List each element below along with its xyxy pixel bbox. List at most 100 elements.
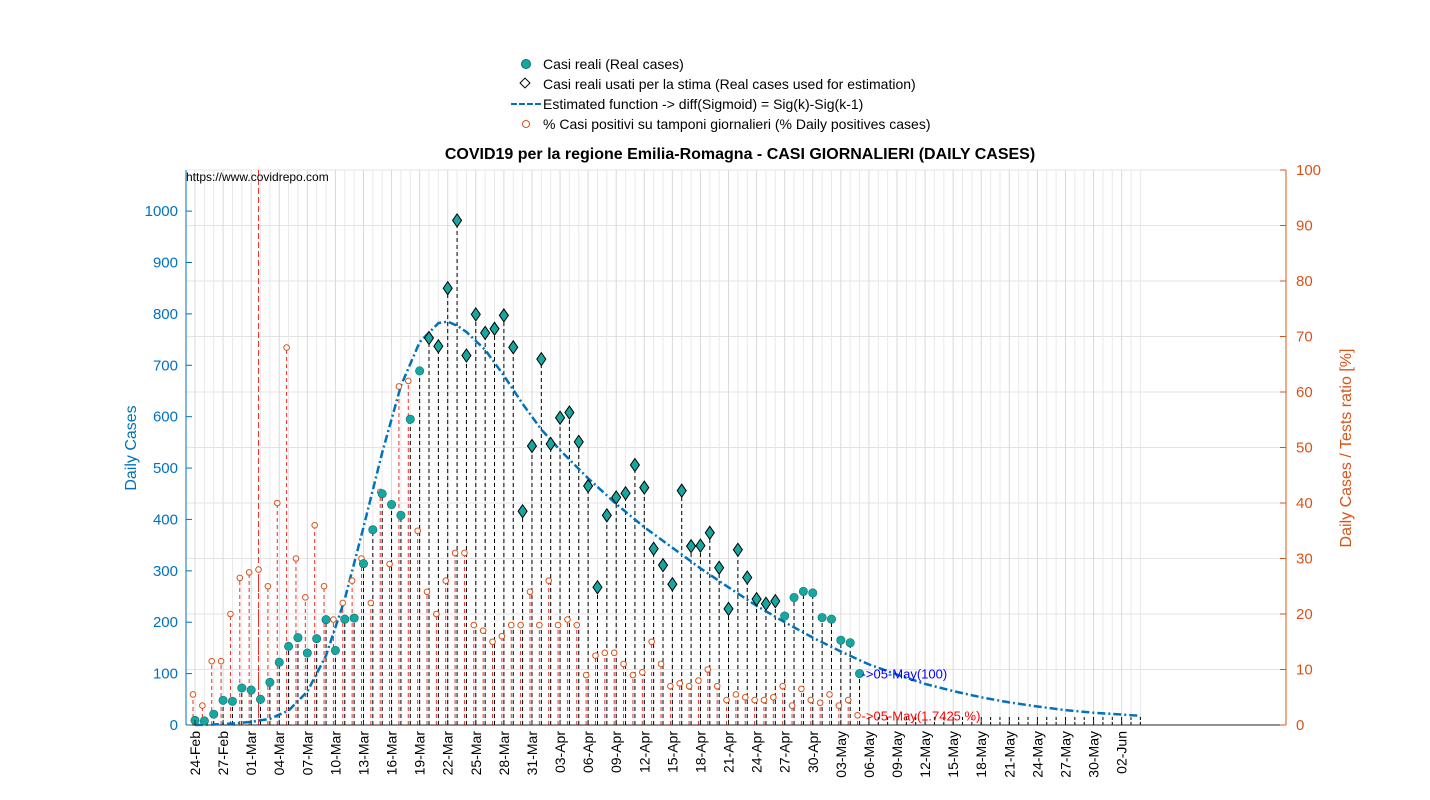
real-case-point [218,695,228,705]
ratio-point [629,671,637,679]
left-axis-tick-label: 600 [153,409,178,426]
real-case-point [227,696,237,706]
ratio-point [779,682,786,690]
right-axis-tick-label: 60 [1296,384,1313,401]
real-case-point [256,694,266,704]
real-case-point [340,614,350,624]
x-axis-tick-label: 03-May [833,731,849,778]
estimation-case-point [526,438,538,454]
x-axis-tick-label: 04-Mar [271,731,287,776]
estimation-case-point [760,596,772,612]
ratio-point [217,657,225,665]
ratio-point [245,569,253,576]
annotation-last-ratio: ->05-May(1.7425 %) [862,708,981,723]
ratio-point [404,377,412,385]
x-axis-tick-label: 02-Jun [1114,731,1130,774]
estimation-case-point [648,541,659,557]
ratio-point [741,693,749,701]
ratio-point [283,344,290,351]
x-axis-tick-label: 01-Mar [243,731,259,776]
estimation-case-point [611,489,622,505]
legend-item-real-cases: Casi reali (Real cases) [509,54,979,74]
ratio-point [695,677,702,684]
estimation-case-point [639,480,650,495]
left-axis-tick-label: 900 [153,255,178,272]
left-axis-tick-label: 200 [153,614,178,631]
ratio-point [498,632,506,640]
ratio-point [536,621,543,629]
circle-icon [509,114,541,134]
estimation-case-point [433,338,444,354]
ratio-point [723,696,730,704]
ratio-point [751,696,758,704]
left-axis-tick-label: 400 [153,511,178,528]
x-axis-tick-label: 21-Apr [721,731,737,773]
x-axis-tick-label: 15-May [945,731,961,778]
ratio-point [732,691,740,698]
estimation-case-point [742,570,753,585]
real-case-point [780,611,790,621]
real-case-point [284,641,294,651]
left-axis-tick-label: 300 [153,563,178,580]
ratio-point [835,702,843,709]
estimation-case-point [751,591,762,607]
estimation-case-point [723,601,734,617]
y-axis-label-left: Daily Cases [123,405,140,490]
ratio-point [311,521,318,529]
ratio-point [667,682,674,690]
estimation-case-point [508,339,519,355]
ratio-point [545,577,552,585]
x-axis-tick-label: 21-May [1001,731,1017,778]
right-axis-tick-label: 100 [1296,162,1321,179]
real-case-point [387,500,397,510]
estimation-case-point [620,485,631,501]
x-axis-tick-label: 28-Mar [496,731,512,776]
ratio-point [433,610,440,618]
real-case-point [368,525,378,535]
real-case-point [358,559,368,569]
ratio-point [554,621,562,629]
estimated-function-line [194,320,1141,727]
x-axis-tick-label: 09-May [889,731,905,778]
right-axis-tick-label: 30 [1296,551,1313,568]
x-axis-tick-label: 06-May [861,731,877,778]
ratio-point [704,666,712,673]
real-case-point [237,683,247,693]
real-case-point [396,510,406,520]
estimation-case-point [592,579,603,595]
real-case-point [415,366,425,376]
left-axis-tick-label: 0 [170,717,178,734]
x-axis-tick-label: 15-Apr [664,731,680,773]
x-axis-tick-label: 10-Mar [327,731,343,776]
left-axis-tick-label: 800 [153,306,178,323]
legend-item-estimation-cases: Casi reali usati per la stima (Real case… [509,74,979,94]
real-case-point [808,588,818,598]
ratio-point [816,699,824,707]
ratio-point [320,582,328,590]
ratio-point [517,621,524,629]
real-case-point [330,645,340,655]
dashed-line-icon [509,94,541,114]
points-layer [189,212,865,726]
ratio-point [798,685,805,693]
ratio-point [826,691,833,698]
estimation-case-point [770,593,781,609]
real-case-point [293,633,303,643]
real-case-point [302,648,312,658]
x-axis-tick-label: 27-Feb [215,731,231,776]
ratio-point [423,588,431,596]
ratio-point [564,616,571,623]
ratio-point [610,649,618,657]
estimation-case-point [470,307,481,322]
estimation-case-point [601,507,612,523]
real-case-point [826,614,836,624]
y-axis-label-right: Daily Cases / Tests ratio [%] [1338,349,1355,548]
x-axis-tick-label: 30-Apr [805,731,821,773]
ratio-point [461,549,468,557]
ratio-point [638,668,646,676]
ratio-point [227,610,234,618]
estimation-case-point [442,280,453,296]
real-case-point [312,634,322,644]
real-case-point [274,657,284,667]
x-axis-tick-label: 25-Mar [468,731,484,776]
